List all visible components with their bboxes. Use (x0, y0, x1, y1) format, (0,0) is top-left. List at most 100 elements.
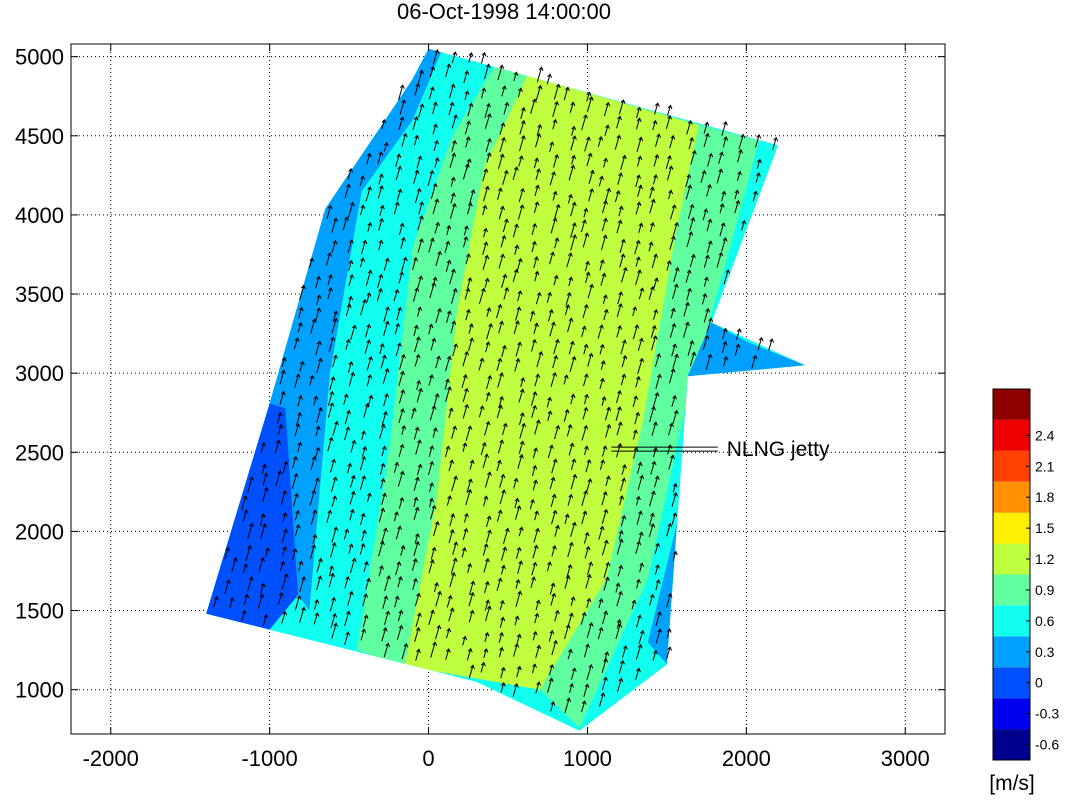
velocity-arrow-head (486, 102, 491, 108)
velocity-arrow-head (414, 426, 420, 432)
velocity-arrow-head (416, 592, 422, 598)
velocity-arrow-head (721, 190, 727, 196)
velocity-arrow (451, 51, 456, 64)
velocity-arrow (503, 287, 508, 300)
velocity-arrow-head (445, 240, 451, 246)
velocity-arrow-head (260, 557, 265, 562)
velocity-arrow (365, 578, 370, 590)
velocity-arrow (652, 120, 656, 130)
colorbar-swatch (993, 729, 1030, 760)
velocity-arrow-head (535, 419, 541, 424)
velocity-arrow (413, 541, 419, 556)
velocity-arrow-head (553, 354, 559, 360)
velocity-arrow (597, 324, 603, 339)
velocity-arrow-head (769, 338, 775, 343)
velocity-arrow-head (585, 260, 591, 266)
velocity-arrow-head (485, 63, 491, 68)
velocity-arrow-head (514, 497, 520, 503)
velocity-arrow (570, 596, 575, 607)
velocity-arrow-head (248, 576, 254, 581)
velocity-arrow-head (655, 542, 661, 548)
velocity-arrow (331, 240, 336, 253)
velocity-arrow (586, 96, 593, 112)
velocity-arrow (614, 135, 620, 150)
velocity-arrow-head (479, 357, 485, 363)
velocity-vectors (213, 49, 779, 714)
x-tick-label: -2000 (83, 746, 139, 771)
velocity-arrow (570, 474, 576, 490)
velocity-arrow (360, 513, 365, 525)
velocity-arrow-head (294, 337, 300, 342)
velocity-arrow (666, 523, 671, 537)
velocity-arrow (686, 231, 692, 248)
velocity-arrow (349, 491, 355, 505)
velocity-band (687, 322, 806, 377)
velocity-arrow (499, 600, 504, 611)
velocity-arrow (329, 597, 335, 612)
velocity-arrow (600, 235, 607, 251)
velocity-arrow (636, 118, 641, 130)
velocity-arrow (445, 356, 451, 372)
velocity-arrow-head (399, 116, 405, 121)
velocity-arrow-head (333, 310, 339, 315)
velocity-arrow (310, 318, 316, 335)
velocity-arrow-head (516, 505, 522, 510)
velocity-arrow (326, 205, 332, 219)
velocity-arrow-head (618, 538, 624, 543)
velocity-arrow (243, 594, 248, 606)
velocity-arrow-head (484, 453, 490, 458)
velocity-arrow-head (348, 259, 354, 265)
velocity-arrow (553, 275, 558, 286)
velocity-arrow (534, 185, 539, 197)
velocity-arrow-head (462, 442, 468, 447)
velocity-arrow-head (622, 464, 627, 469)
velocity-arrow-head (485, 599, 491, 604)
velocity-arrow-head (415, 476, 420, 482)
velocity-arrow-head (589, 188, 595, 193)
velocity-arrow (666, 628, 671, 639)
velocity-arrow (616, 539, 623, 555)
velocity-arrow (342, 217, 348, 231)
velocity-arrow (751, 355, 756, 369)
velocity-arrow-head (329, 402, 335, 407)
velocity-arrow (445, 386, 451, 402)
velocity-arrow (567, 194, 572, 204)
velocity-arrow-head (532, 663, 537, 668)
velocity-arrow-head (564, 408, 570, 414)
velocity-arrow-head (587, 152, 593, 158)
velocity-arrow (383, 321, 389, 336)
velocity-arrow-head (447, 495, 453, 500)
velocity-arrow-head (296, 595, 302, 600)
velocity-arrow-head (446, 627, 452, 633)
velocity-arrow (683, 322, 689, 338)
velocity-arrow (396, 189, 402, 201)
velocity-arrow-head (485, 420, 491, 426)
velocity-arrow (462, 636, 466, 646)
velocity-arrow (588, 188, 593, 202)
velocity-arrow-head (689, 137, 695, 142)
velocity-arrow (567, 494, 572, 506)
velocity-arrow-head (638, 136, 644, 142)
velocity-arrow (364, 339, 370, 355)
velocity-arrow-head (330, 336, 336, 342)
velocity-arrow-head (565, 574, 571, 580)
velocity-arrow-head (637, 614, 643, 619)
velocity-arrow-head (451, 152, 457, 157)
velocity-arrow (655, 611, 661, 626)
velocity-arrow-head (598, 626, 604, 632)
velocity-band (357, 64, 528, 666)
velocity-arrow (500, 547, 506, 561)
velocity-arrow (365, 324, 370, 338)
velocity-arrow-head (403, 643, 409, 648)
velocity-arrow-head (737, 170, 743, 176)
velocity-arrow (328, 566, 333, 577)
velocity-arrow-head (601, 272, 607, 278)
velocity-arrow (331, 527, 337, 543)
velocity-arrow-head (318, 357, 323, 363)
velocity-arrow (366, 153, 371, 165)
velocity-arrow (247, 523, 253, 539)
velocity-arrow (546, 74, 551, 85)
velocity-arrow-head (616, 619, 622, 624)
velocity-arrow-head (554, 154, 560, 159)
velocity-arrow-head (484, 580, 490, 586)
